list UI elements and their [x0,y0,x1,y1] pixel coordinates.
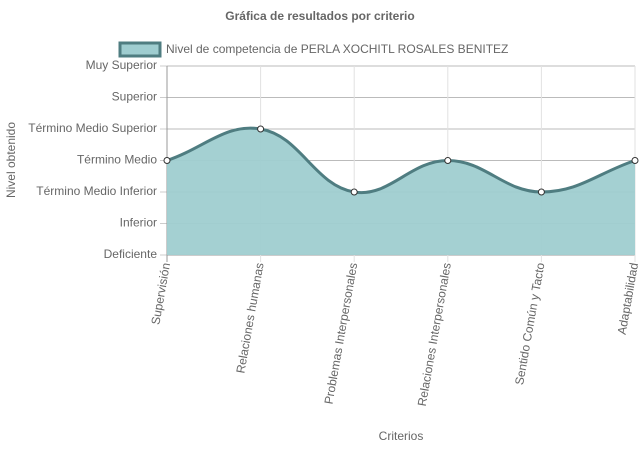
point [537,188,545,196]
y-tick-label: Término Medio [77,153,157,167]
point [444,157,452,164]
y-tick-label: Superior [112,90,157,104]
x-tick-label: Adaptabilidad [615,262,639,336]
x-tick-label: Supervisión [148,262,173,326]
point [257,125,265,133]
x-tick-label: Problemas Interpersonales [322,262,361,406]
y-tick-label: Inferior [120,216,157,230]
x-tick-label: Relaciones humanas [233,262,266,375]
legend-swatch [118,41,162,58]
x-tick-label: Sentido Común y Tacto [512,261,547,386]
x-tick-label: Relaciones Interpersonales [415,262,454,408]
point [350,188,358,196]
x-axis-title: Criterios [379,429,424,443]
point [163,157,171,164]
legend-label: Nivel de competencia de PERLA XOCHITL RO… [166,42,508,56]
y-tick-label: Término Medio Superior [28,121,157,135]
line [166,126,636,195]
chart-title: Gráfica de resultados por criterio [225,9,414,23]
y-axis-title: Nivel obtenido [4,122,18,198]
area [167,128,635,255]
y-tick-label: Deficiente [104,247,158,261]
point [631,157,639,164]
y-tick-label: Término Medio Inferior [36,184,157,198]
y-tick-label: Muy Superior [86,58,157,72]
